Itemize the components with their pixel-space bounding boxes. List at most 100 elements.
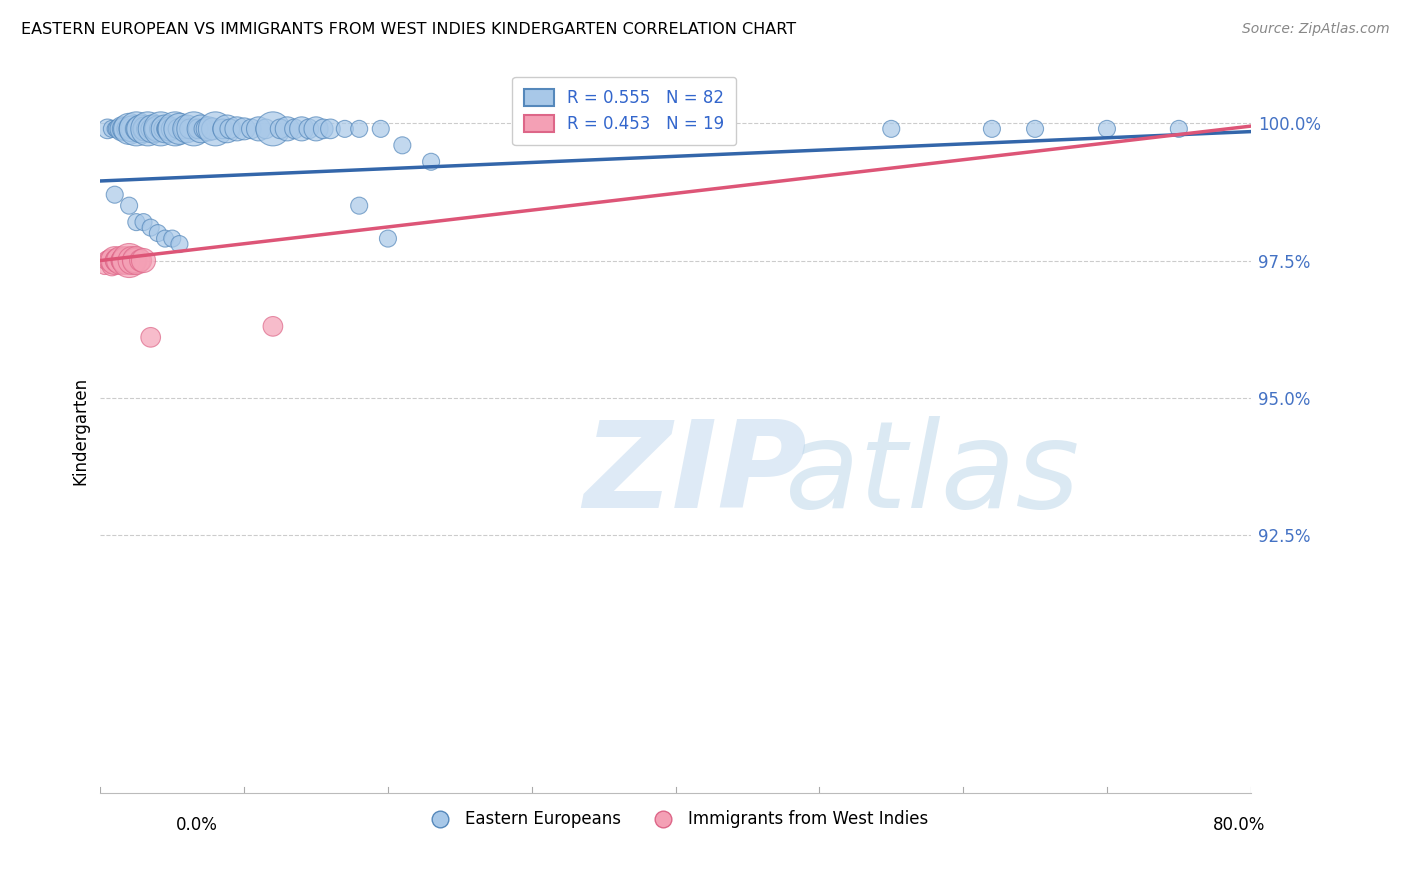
Point (101, 259, 124, 273)
Text: Source: ZipAtlas.com: Source: ZipAtlas.com (1241, 22, 1389, 37)
Point (118, 253, 141, 268)
Point (146, 121, 169, 136)
Point (112, 121, 135, 136)
Point (247, 121, 270, 136)
Point (262, 319, 284, 334)
Point (139, 220, 162, 235)
Point (283, 121, 305, 136)
Point (104, 121, 127, 136)
Point (201, 121, 224, 136)
Point (132, 253, 155, 268)
Point (1095, 121, 1118, 136)
Point (104, 253, 127, 268)
Point (155, 121, 177, 136)
Point (139, 330, 162, 344)
Point (118, 121, 141, 136)
Point (269, 121, 291, 136)
Point (96, 253, 118, 268)
Point (880, 121, 903, 136)
Point (211, 121, 233, 136)
Point (121, 253, 143, 268)
Point (169, 121, 191, 136)
Point (132, 121, 155, 136)
Point (125, 253, 148, 268)
Legend: Eastern Europeans, Immigrants from West Indies: Eastern Europeans, Immigrants from West … (416, 804, 935, 835)
Point (135, 121, 157, 136)
Point (134, 121, 156, 136)
Point (101, 121, 124, 136)
Point (152, 121, 174, 136)
Text: ZIP: ZIP (583, 416, 807, 533)
Point (980, 121, 1002, 136)
Text: 80.0%: 80.0% (1213, 816, 1265, 834)
Point (377, 231, 399, 245)
Point (305, 121, 328, 136)
Point (169, 237, 191, 252)
Text: atlas: atlas (785, 416, 1080, 533)
Point (100, 253, 122, 268)
Point (173, 121, 195, 136)
Point (104, 187, 127, 202)
Point (254, 121, 277, 136)
Point (125, 215, 148, 229)
Point (215, 121, 238, 136)
Y-axis label: Kindergarten: Kindergarten (72, 376, 89, 484)
Point (124, 121, 146, 136)
Point (93, 259, 115, 273)
Point (262, 121, 284, 136)
Point (112, 253, 135, 268)
Point (176, 121, 198, 136)
Point (124, 253, 146, 268)
Point (592, 121, 614, 136)
Text: 0.0%: 0.0% (176, 816, 218, 834)
Point (218, 121, 240, 136)
Point (118, 199, 141, 213)
Point (162, 121, 184, 136)
Point (115, 253, 138, 268)
Point (105, 253, 128, 268)
Point (291, 121, 314, 136)
Point (141, 121, 163, 136)
Point (110, 121, 132, 136)
Point (146, 226, 169, 240)
Point (187, 121, 209, 136)
Point (298, 121, 321, 136)
Point (197, 121, 219, 136)
Point (110, 253, 132, 268)
Point (179, 121, 201, 136)
Point (120, 121, 142, 136)
Point (162, 231, 184, 245)
Point (183, 121, 205, 136)
Point (139, 121, 162, 136)
Point (132, 215, 155, 229)
Point (115, 121, 138, 136)
Point (226, 121, 249, 136)
Point (149, 121, 172, 136)
Point (111, 121, 134, 136)
Point (312, 121, 335, 136)
Point (347, 121, 370, 136)
Point (1167, 121, 1189, 136)
Point (153, 231, 176, 245)
Point (319, 121, 342, 136)
Point (157, 121, 180, 136)
Point (148, 121, 170, 136)
Point (129, 121, 152, 136)
Point (420, 154, 443, 169)
Point (107, 253, 129, 268)
Point (276, 121, 298, 136)
Point (153, 121, 176, 136)
Text: EASTERN EUROPEAN VS IMMIGRANTS FROM WEST INDIES KINDERGARTEN CORRELATION CHART: EASTERN EUROPEAN VS IMMIGRANTS FROM WEST… (21, 22, 796, 37)
Point (111, 253, 134, 268)
Point (107, 121, 129, 136)
Point (96, 121, 118, 136)
Point (233, 121, 256, 136)
Point (127, 121, 149, 136)
Point (129, 253, 152, 268)
Point (347, 199, 370, 213)
Point (1024, 121, 1046, 136)
Point (204, 121, 226, 136)
Point (167, 121, 190, 136)
Point (391, 138, 413, 153)
Point (125, 121, 148, 136)
